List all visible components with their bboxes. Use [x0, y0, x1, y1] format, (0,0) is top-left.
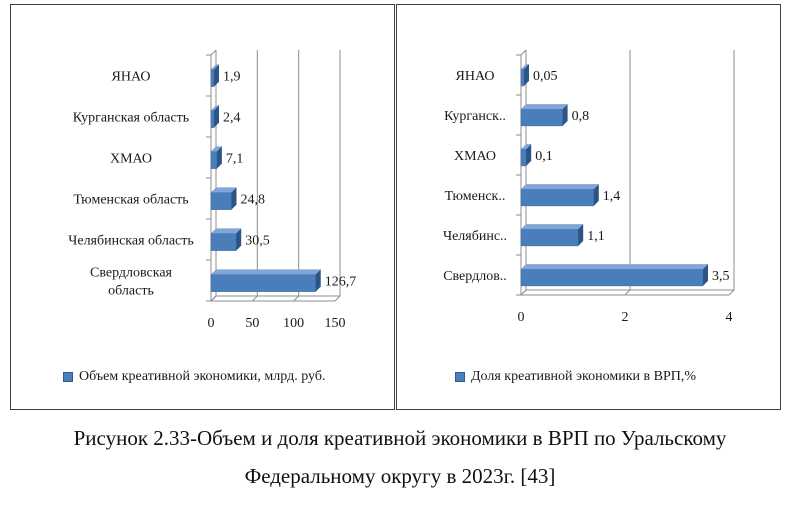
category-label: ХМАО: [454, 149, 496, 164]
gridline-floor: [210, 295, 217, 302]
figure-caption-line-1: Рисунок 2.33-Объем и доля креативной эко…: [73, 426, 727, 450]
bar-top-face: [521, 64, 529, 70]
data-label: 0,1: [535, 149, 553, 164]
bar: [210, 69, 215, 87]
legend-label-share: Доля креативной экономики в ВРП,%: [471, 369, 697, 384]
bar-side-face: [216, 146, 222, 169]
bar: [520, 188, 595, 207]
bar-side-face: [236, 228, 242, 251]
x-tick-label: 0: [518, 310, 525, 325]
data-label: 3,5: [712, 269, 730, 284]
data-label: 126,7: [325, 275, 357, 290]
legend-volume: Объем креативной экономики, млрд. руб.: [63, 369, 325, 385]
data-label: 2,4: [223, 111, 241, 126]
bar: [520, 268, 704, 287]
legend-label-volume: Объем креативной экономики, млрд. руб.: [79, 369, 326, 384]
bar-side-face: [703, 264, 708, 286]
bar-side-face: [526, 144, 532, 166]
category-label: ЯНАО: [456, 69, 495, 84]
category-label: Курганская область: [73, 111, 189, 126]
category-label: Свердловская: [90, 266, 173, 281]
data-label: 1,1: [587, 229, 605, 244]
category-label: ЯНАО: [112, 70, 151, 85]
bar-side-face: [578, 224, 584, 246]
axis-depth-lines: [520, 49, 527, 296]
axis-depth-lines: [210, 49, 217, 302]
bar-side-face: [214, 105, 219, 128]
category-label: Челябинс..: [443, 229, 507, 244]
x-tick-label: 0: [208, 316, 215, 331]
share-bar-chart: 0 2 4 0,05 ЯНАО 0,8 Курганск.. 0,1 ХМАО 1,4 Тюменс…: [443, 49, 735, 325]
category-label: Свердлов..: [443, 269, 507, 284]
gridline-floor: [728, 289, 735, 296]
x-tick-label: 100: [283, 316, 304, 331]
legend-swatch-share: [455, 372, 465, 382]
bar-side-face: [524, 64, 529, 86]
x-tick-label: 2: [622, 310, 629, 325]
bar-top-face: [521, 224, 584, 230]
bar-top-face: [521, 264, 708, 270]
bar-side-face: [214, 64, 219, 87]
bar-top-face: [211, 187, 237, 193]
volume-bar-chart: 0 50 100 150 1,9 ЯНАО 2,4 Курганская область 7,1…: [68, 49, 357, 331]
bar-top-face: [521, 104, 568, 110]
data-label: 1,4: [603, 189, 621, 204]
data-label: 24,8: [241, 193, 266, 208]
bar: [210, 110, 215, 128]
gridline-floor: [520, 289, 527, 296]
gridline-floor: [334, 295, 341, 302]
data-label: 30,5: [245, 234, 269, 249]
data-label: 1,9: [223, 70, 241, 85]
bar-top-face: [211, 269, 321, 275]
bar-side-face: [562, 104, 568, 126]
back-wall: [215, 50, 340, 297]
legend-swatch-volume: [63, 372, 73, 382]
bar-side-face: [593, 184, 599, 206]
chart-panel-volume: 0 50 100 150 1,9 ЯНАО 2,4 Курганская область 7,1…: [10, 4, 395, 410]
x-tick-label: 150: [325, 316, 346, 331]
bar: [210, 151, 218, 169]
bar: [210, 274, 316, 292]
x-tick-label: 4: [726, 310, 733, 325]
category-label: Тюменск..: [445, 189, 506, 204]
bar-side-face: [231, 187, 237, 210]
chart-panel-share: 0 2 4 0,05 ЯНАО 0,8 Курганск.. 0,1 ХМАО 1,4 Тюменс…: [396, 4, 781, 410]
bar-top-face: [521, 144, 532, 150]
bar: [210, 192, 232, 210]
bar-top-face: [211, 146, 222, 152]
data-label: 0,05: [533, 69, 558, 84]
data-label: 7,1: [226, 152, 244, 167]
gridline-floor: [293, 295, 300, 302]
x-tick-label: 50: [245, 316, 259, 331]
category-label: Челябинская область: [68, 234, 194, 249]
figure-caption-line-2: Федеральному округу в 2023г. [43]: [244, 464, 556, 488]
bar: [520, 108, 563, 127]
bar-side-face: [315, 269, 321, 292]
gridline-floor: [251, 295, 258, 302]
category-label: ХМАО: [110, 152, 152, 167]
category-label: Тюменская область: [73, 193, 188, 208]
bar-top-face: [211, 228, 242, 234]
bar: [520, 148, 527, 167]
bar: [210, 233, 237, 251]
data-label: 0,8: [572, 109, 590, 124]
legend-share: Доля креативной экономики в ВРП,%: [455, 369, 696, 385]
bar: [520, 228, 579, 247]
gridline-floor: [624, 289, 631, 296]
category-label: область: [108, 284, 154, 299]
bar-top-face: [521, 184, 599, 190]
category-label: Курганск..: [444, 109, 506, 124]
bar-top-face: [211, 105, 219, 111]
bar-top-face: [211, 64, 219, 70]
bar: [520, 68, 525, 87]
